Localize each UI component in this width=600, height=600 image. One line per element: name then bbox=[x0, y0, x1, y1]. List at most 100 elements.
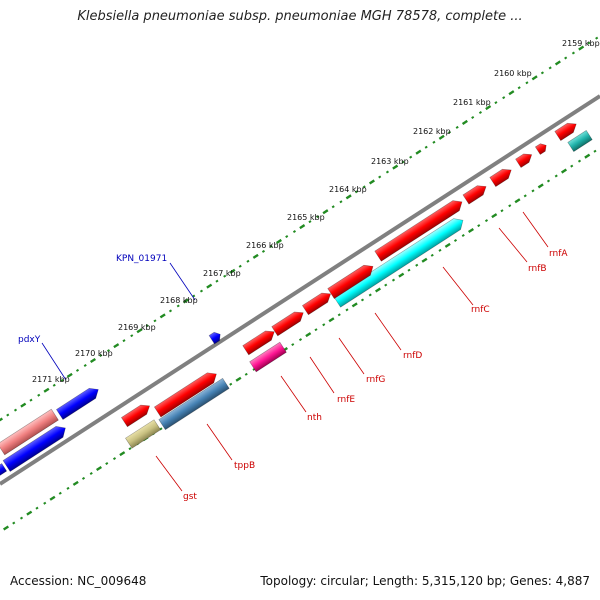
ruler-tick bbox=[292, 230, 297, 234]
ruler-tick bbox=[308, 220, 312, 224]
ruler-tick bbox=[153, 319, 157, 323]
tick-label: 2161 kbp bbox=[453, 98, 491, 107]
gene-feature-rnfA bbox=[534, 143, 547, 155]
ruler-tick bbox=[322, 323, 326, 327]
ruler-tick bbox=[339, 200, 343, 204]
ruler-tick bbox=[491, 213, 498, 219]
ruler-tick bbox=[570, 164, 574, 168]
tick-label: 2165 kbp bbox=[287, 213, 325, 222]
gene-feature-tppB bbox=[158, 377, 230, 431]
ruler-tick bbox=[122, 339, 126, 343]
ruler-tick bbox=[385, 170, 389, 174]
ruler-tick bbox=[119, 451, 126, 457]
ruler-tick bbox=[12, 521, 16, 525]
ruler-tick bbox=[578, 45, 585, 51]
ruler-tick bbox=[453, 238, 458, 242]
gene-feature-rnfC bbox=[374, 200, 463, 262]
ruler-tick bbox=[168, 309, 173, 313]
label-leader bbox=[374, 312, 402, 351]
ruler-tick bbox=[447, 130, 451, 134]
ruler-inner-track bbox=[2, 149, 597, 531]
gene-feature-teal bbox=[567, 129, 593, 153]
gene-feature-blue bbox=[0, 463, 8, 477]
ruler-tick bbox=[508, 90, 515, 96]
ruler-tick bbox=[19, 516, 24, 520]
ruler-tick bbox=[401, 160, 405, 164]
ruler-tick bbox=[106, 349, 111, 353]
ruler-tick bbox=[571, 51, 575, 55]
label-leader bbox=[206, 423, 233, 461]
ruler-tick bbox=[6, 413, 10, 417]
gene-feature-red bbox=[489, 168, 512, 188]
ruler-tick bbox=[316, 215, 320, 219]
ruler-tick bbox=[37, 393, 41, 397]
ruler-tick bbox=[328, 317, 335, 323]
ruler-tick bbox=[83, 363, 87, 367]
ruler-tick bbox=[43, 387, 50, 393]
gene-feature-pink bbox=[0, 408, 59, 456]
ruler-tick bbox=[261, 249, 266, 253]
ruler-tick bbox=[517, 86, 521, 90]
ruler-tick bbox=[49, 495, 56, 501]
accession-text: Accession: NC_009648 bbox=[10, 574, 147, 588]
label-leaders bbox=[41, 211, 549, 492]
ruler-tick bbox=[246, 259, 250, 263]
tick-label: 2168 kbp bbox=[160, 296, 198, 305]
ruler-tick bbox=[424, 145, 428, 149]
gene-feature-KPN_01971 bbox=[208, 331, 221, 345]
gene-feature-blue bbox=[2, 426, 66, 472]
ruler-tick bbox=[322, 209, 329, 215]
gene-label: KPN_01971 bbox=[116, 254, 167, 264]
gene-label: gst bbox=[183, 492, 197, 502]
ruler-tick bbox=[409, 155, 413, 159]
ruler-tick bbox=[136, 328, 143, 334]
label-leader bbox=[41, 342, 67, 381]
ruler-tick bbox=[455, 125, 459, 129]
ruler-tick bbox=[407, 268, 411, 272]
ruler-tick bbox=[291, 343, 295, 347]
ruler-tick bbox=[95, 465, 103, 472]
ruler-tick bbox=[285, 235, 289, 238]
ruler-tick bbox=[564, 56, 568, 60]
ruler-tick bbox=[368, 293, 372, 297]
gene-label: rnfD bbox=[403, 351, 422, 361]
ruler-tick bbox=[99, 354, 103, 358]
ruler-tick bbox=[331, 205, 335, 209]
label-leader bbox=[338, 337, 365, 375]
ruler-tick bbox=[523, 194, 527, 198]
gene-label: rnfC bbox=[471, 305, 490, 315]
gene-label: rnfG bbox=[366, 375, 385, 385]
ruler-tick bbox=[89, 471, 93, 475]
ruler-tick bbox=[35, 506, 39, 510]
ruler-tick bbox=[560, 168, 567, 174]
ruler-tick bbox=[244, 372, 248, 376]
gene-feature-pdxY bbox=[56, 387, 99, 420]
ruler-tick bbox=[484, 219, 489, 223]
ruler-tick bbox=[477, 224, 481, 228]
tick-label: 2167 kbp bbox=[203, 269, 241, 278]
gene-label: pdxY bbox=[18, 335, 41, 345]
ruler-tick bbox=[368, 179, 375, 185]
gene-feature-gst bbox=[125, 419, 161, 449]
ruler-tick bbox=[29, 398, 33, 402]
gene-feature-rnfB bbox=[515, 153, 533, 168]
ruler-tick bbox=[360, 298, 365, 302]
gene-feature-rnfG bbox=[302, 292, 332, 316]
ruler-tick bbox=[199, 289, 204, 293]
ruler-tick bbox=[508, 204, 512, 208]
ruler-tick bbox=[587, 41, 591, 45]
ruler-tick bbox=[415, 263, 419, 267]
ruler-tick bbox=[478, 111, 482, 115]
backbone bbox=[0, 94, 600, 486]
gene-feature-magenta bbox=[249, 341, 287, 373]
label-leader bbox=[498, 227, 528, 263]
tick-label: 2164 kbp bbox=[329, 185, 367, 194]
genome-summary-text: Topology: circular; Length: 5,315,120 bp… bbox=[260, 574, 590, 588]
ruler-tick bbox=[314, 328, 318, 332]
gene-features bbox=[0, 122, 593, 477]
label-leader bbox=[155, 455, 183, 492]
map-title: Klebsiella pneumoniae subsp. pneumoniae … bbox=[77, 9, 523, 24]
ruler-tick bbox=[0, 417, 4, 422]
